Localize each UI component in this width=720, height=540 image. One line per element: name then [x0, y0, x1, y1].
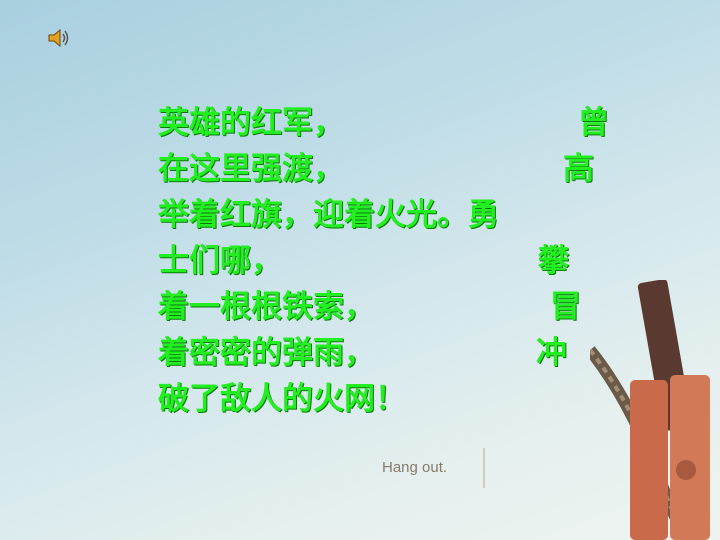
poem-line: 士们哪， 攀	[158, 238, 618, 284]
poem-line-text: 在这里强渡，	[158, 151, 344, 187]
poem-line: 着密密的弹雨， 冲	[158, 330, 618, 376]
poem-line-text: 破了敌人的火网！	[158, 381, 406, 417]
poem-line-text: 英雄的红军，	[158, 105, 344, 141]
poem-text: 英雄的红军， 曾 在这里强渡， 高 举着红旗，迎着火光。勇 士们哪， 攀 着一根…	[158, 100, 618, 422]
poem-line-tail: 冒	[550, 289, 581, 325]
hangout-logo: Hang out.	[382, 448, 485, 488]
poem-line-tail: 高	[563, 151, 594, 187]
poem-line-tail: 冲	[536, 335, 567, 371]
clothespin-rope-decoration	[590, 280, 710, 540]
poem-line: 英雄的红军， 曾	[158, 100, 618, 146]
poem-line-tail: 攀	[538, 243, 569, 279]
poem-line-text: 举着红旗，迎着火光。勇	[158, 197, 499, 233]
poem-line-text: 士们哪，	[158, 243, 282, 279]
poem-line: 着一根根铁索， 冒	[158, 284, 618, 330]
poem-line: 破了敌人的火网！	[158, 376, 618, 422]
poem-line: 在这里强渡， 高	[158, 146, 618, 192]
speaker-icon[interactable]	[46, 26, 70, 50]
poem-line-tail: 曾	[578, 105, 609, 141]
poem-line-text: 着密密的弹雨，	[158, 335, 375, 371]
poem-line: 举着红旗，迎着火光。勇	[158, 192, 618, 238]
poem-line-text: 着一根根铁索，	[158, 289, 375, 325]
logo-text: Hang out.	[382, 459, 447, 476]
